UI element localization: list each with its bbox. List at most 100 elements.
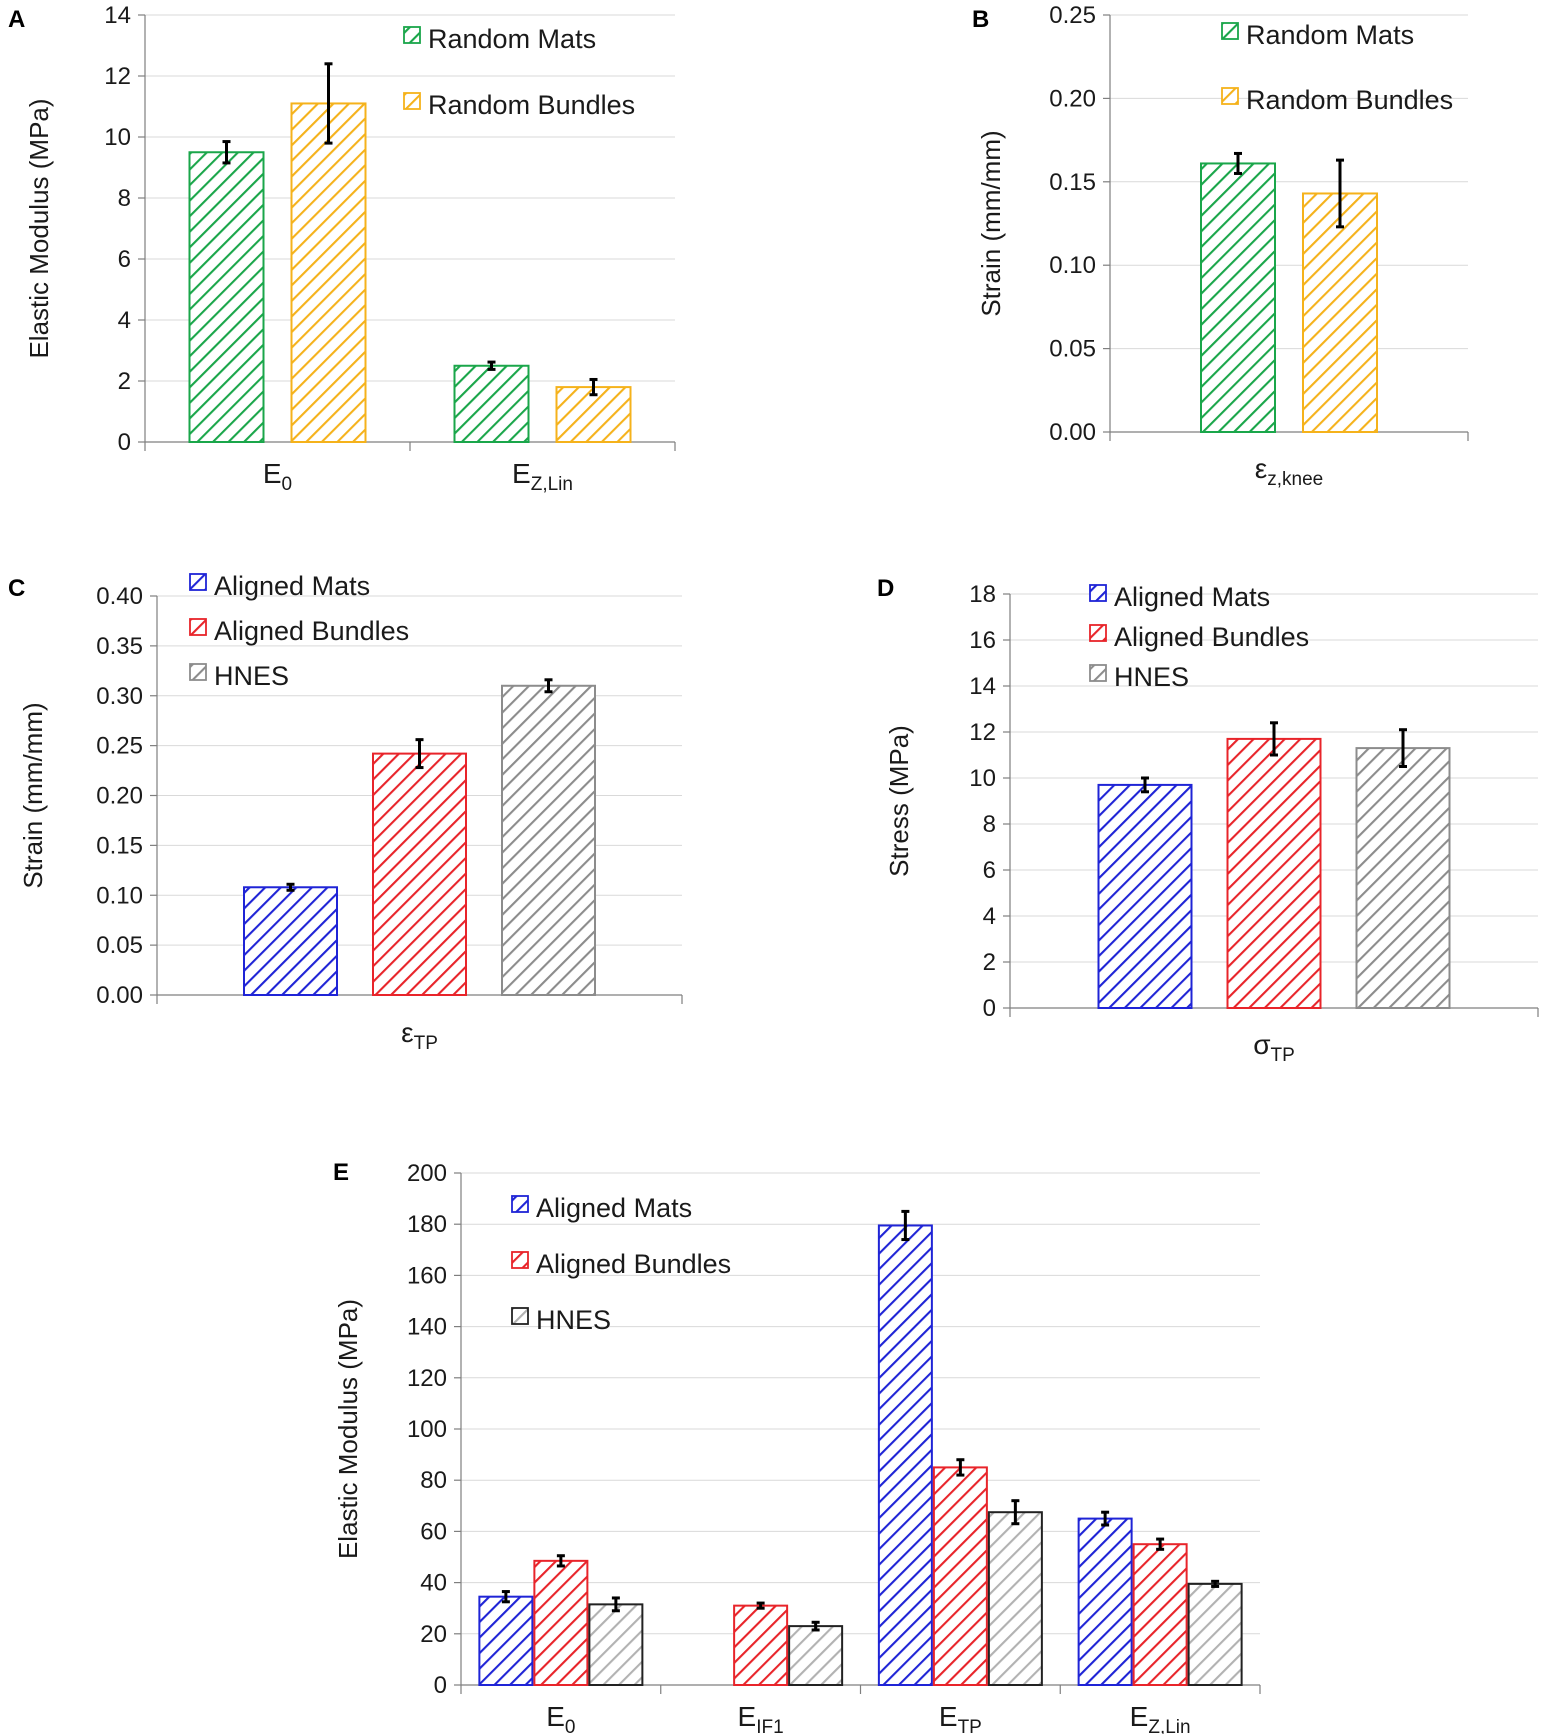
bar-aligned-mats bbox=[1097, 783, 1193, 1010]
panel-label: E bbox=[333, 1159, 349, 1186]
legend-swatch bbox=[511, 1195, 529, 1213]
panel-label: C bbox=[8, 575, 25, 602]
y-tick-label: 0.10 bbox=[96, 882, 143, 909]
legend-item: Random Mats bbox=[403, 24, 596, 54]
y-tick-label: 120 bbox=[407, 1365, 447, 1392]
y-tick-label: 10 bbox=[969, 765, 996, 792]
y-tick-label: 12 bbox=[104, 63, 131, 90]
y-tick-label: 60 bbox=[420, 1518, 447, 1545]
y-tick-label: 0.05 bbox=[96, 932, 143, 959]
y-tick-label: 160 bbox=[407, 1262, 447, 1289]
x-category-label: E0 bbox=[263, 458, 292, 495]
y-tick-label: 0.30 bbox=[96, 683, 143, 710]
legend-label: Random Mats bbox=[428, 24, 596, 54]
legend-swatch bbox=[1089, 584, 1107, 602]
chart-panel-c: 0.00 0.05 0.10 0.15 0.20 0.25 0.30 0.35 0.40 εTP S… bbox=[8, 571, 683, 1054]
bar-hnes bbox=[501, 684, 596, 997]
bar-hnes bbox=[788, 1625, 844, 1686]
y-tick-label: 180 bbox=[407, 1211, 447, 1238]
bar-hnes bbox=[588, 1603, 644, 1686]
legend-item: Aligned Mats bbox=[1089, 582, 1270, 612]
x-category-label: σTP bbox=[1253, 1029, 1295, 1066]
y-tick-label: 10 bbox=[104, 124, 131, 151]
y-tick-label: 0.00 bbox=[1049, 419, 1096, 446]
y-tick-label: 0.05 bbox=[1049, 336, 1096, 363]
legend-swatch bbox=[1221, 87, 1239, 105]
legend-label: HNES bbox=[536, 1305, 611, 1335]
y-tick-label: 140 bbox=[407, 1314, 447, 1341]
bar-aligned-mats bbox=[478, 1595, 534, 1687]
y-axis-title: Strain (mm/mm) bbox=[18, 702, 48, 888]
legend-item: HNES bbox=[1089, 662, 1189, 692]
y-tick-label: 18 bbox=[969, 581, 996, 608]
x-category-label: EIF1 bbox=[738, 1701, 784, 1734]
bar-hnes bbox=[1355, 747, 1451, 1009]
chart-panel-a: 0 2 4 6 8 10 12 14 E0 EZ,Lin Elastic Modulus (MPa)… bbox=[8, 2, 676, 495]
legend-label: Aligned Bundles bbox=[1114, 622, 1309, 652]
panel-label: D bbox=[877, 575, 894, 602]
y-axis-title: Elastic Modulus (MPa) bbox=[333, 1299, 363, 1559]
legend-swatch bbox=[1089, 664, 1107, 682]
x-category-label: εTP bbox=[401, 1017, 438, 1054]
bar-aligned-mats bbox=[1077, 1517, 1133, 1686]
x-category-label: EZ,Lin bbox=[1130, 1701, 1191, 1734]
y-tick-label: 14 bbox=[104, 2, 131, 29]
legend-item: HNES bbox=[189, 661, 289, 691]
legend-swatch bbox=[1089, 624, 1107, 642]
legend-item: HNES bbox=[511, 1305, 611, 1335]
y-tick-label: 4 bbox=[118, 307, 131, 334]
legend-swatch bbox=[511, 1307, 529, 1325]
bar-aligned-bundles bbox=[733, 1604, 789, 1687]
y-axis-title: Elastic Modulus (MPa) bbox=[24, 98, 54, 358]
legend-swatch bbox=[511, 1251, 529, 1269]
legend-item: Random Mats bbox=[1221, 20, 1414, 50]
x-category-label: E0 bbox=[546, 1701, 575, 1734]
y-tick-label: 8 bbox=[118, 185, 131, 212]
legend-label: Aligned Bundles bbox=[214, 616, 409, 646]
y-tick-label: 20 bbox=[420, 1621, 447, 1648]
x-category-label: EZ,Lin bbox=[512, 458, 573, 495]
legend-item: Aligned Bundles bbox=[511, 1249, 731, 1279]
bar-aligned-bundles bbox=[372, 752, 467, 996]
y-tick-label: 0.15 bbox=[1049, 169, 1096, 196]
y-tick-label: 0.15 bbox=[96, 832, 143, 859]
y-tick-label: 100 bbox=[407, 1416, 447, 1443]
bar-random-mats bbox=[188, 151, 265, 443]
legend-swatch bbox=[403, 26, 421, 44]
chart-panel-b: 0.00 0.05 0.10 0.15 0.20 0.25 εz,knee Strain (m… bbox=[972, 2, 1469, 490]
bar-aligned-bundles bbox=[1226, 737, 1322, 1010]
y-tick-label: 0.10 bbox=[1049, 252, 1096, 279]
legend-label: Aligned Mats bbox=[214, 571, 370, 601]
bar-aligned-bundles bbox=[932, 1466, 988, 1687]
y-tick-label: 2 bbox=[118, 368, 131, 395]
y-tick-label: 6 bbox=[983, 857, 996, 884]
y-tick-label: 0.00 bbox=[96, 982, 143, 1009]
y-tick-label: 0.25 bbox=[96, 733, 143, 760]
y-tick-label: 80 bbox=[420, 1467, 447, 1494]
legend-item: Random Bundles bbox=[403, 90, 635, 120]
y-tick-label: 4 bbox=[983, 903, 996, 930]
legend-label: Random Bundles bbox=[1246, 85, 1453, 115]
legend-swatch bbox=[1221, 22, 1239, 40]
legend-item: Aligned Bundles bbox=[189, 616, 409, 646]
y-tick-label: 0 bbox=[434, 1672, 447, 1699]
bar-aligned-mats bbox=[877, 1224, 933, 1686]
y-tick-label: 14 bbox=[969, 673, 996, 700]
y-tick-label: 0 bbox=[118, 429, 131, 456]
bar-aligned-mats bbox=[243, 886, 338, 997]
bar-random-bundles bbox=[555, 386, 632, 444]
bar-hnes bbox=[987, 1511, 1043, 1686]
y-axis-title: Strain (mm/mm) bbox=[976, 130, 1006, 316]
legend-item: Aligned Bundles bbox=[1089, 622, 1309, 652]
chart-panel-d: 0 2 4 6 8 10 12 14 16 18 σTP Stress (MPa) D Aligned M… bbox=[877, 575, 1539, 1066]
y-tick-label: 0.20 bbox=[96, 783, 143, 810]
legend-label: HNES bbox=[1114, 662, 1189, 692]
y-tick-label: 12 bbox=[969, 719, 996, 746]
chart-panel-e: 0 20 40 60 80 100 120 140 160 180 200 E0 EIF1 ETP EZ,L… bbox=[333, 1159, 1261, 1734]
bar-random-bundles bbox=[1302, 192, 1378, 433]
bar-hnes bbox=[1187, 1582, 1243, 1687]
y-tick-label: 0.25 bbox=[1049, 2, 1096, 29]
panel-label: B bbox=[972, 6, 989, 33]
y-tick-label: 2 bbox=[983, 949, 996, 976]
